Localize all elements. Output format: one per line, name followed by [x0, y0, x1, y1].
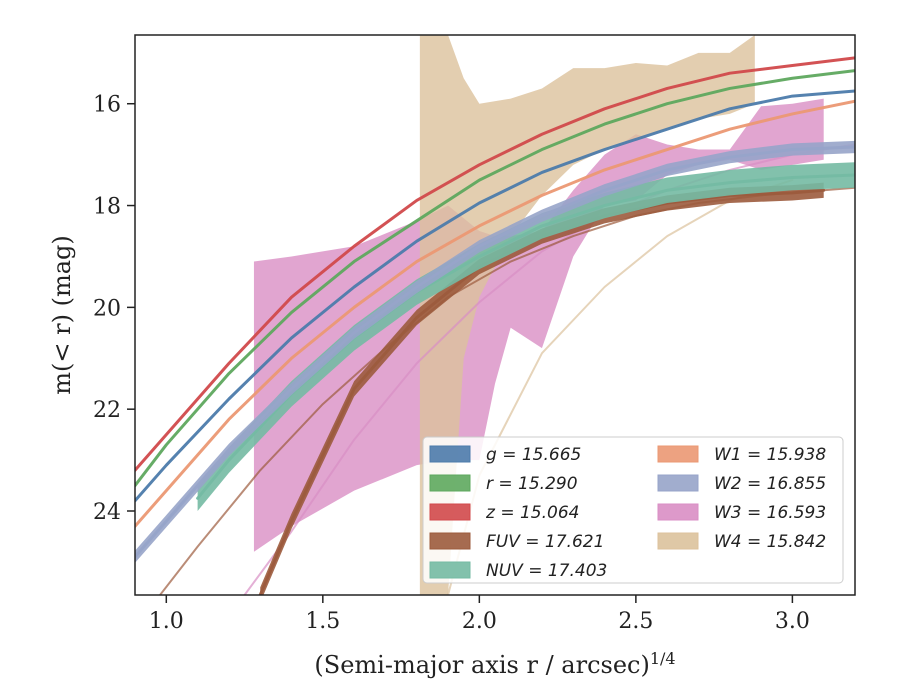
x-tick-label: 2.5: [618, 609, 653, 634]
legend-swatch-w3: [657, 503, 699, 521]
legend: g = 15.665 r = 15.290 z = 15.064 FUV = 17.6…: [422, 436, 844, 584]
legend-swatch-w1: [657, 445, 699, 463]
x-tick-label: 2.0: [462, 609, 497, 634]
legend-label-nuv: NUV = 17.403: [486, 561, 607, 581]
legend-frame: [422, 436, 844, 584]
legend-swatch-g: [429, 445, 471, 463]
legend-swatch-nuv: [429, 561, 471, 579]
legend-swatch-z: [429, 503, 471, 521]
x-axis-label-exponent: 1/4: [650, 649, 676, 668]
x-axis-label: (Semi-major axis r / arcsec)1/4: [314, 649, 675, 679]
legend-label-z: z = 15.064: [485, 503, 579, 523]
x-tick-label: 1.5: [305, 609, 340, 634]
r-line: [135, 69, 855, 488]
legend-label-r: r = 15.290: [486, 474, 578, 494]
y-tick-label: 20: [93, 296, 121, 321]
y-tick-label: 18: [93, 195, 121, 220]
y-tick-label: 24: [93, 500, 121, 525]
y-axis: 16 18 20 22 24: [93, 93, 135, 525]
g-line: [135, 89, 855, 503]
legend-swatch-w4: [657, 532, 699, 550]
legend-label-w2: W2 = 16.855: [714, 474, 826, 494]
y-axis-label: m(< r) (mag): [48, 235, 76, 394]
legend-label-w1: W1 = 15.938: [714, 445, 826, 465]
w4-band: [419, 35, 755, 595]
legend-swatch-r: [429, 474, 471, 492]
legend-swatch-fuv: [429, 532, 471, 550]
legend-label-w4: W4 = 15.842: [714, 532, 826, 552]
x-tick-label: 1.0: [149, 609, 184, 634]
w3-extrapolation-line: [243, 143, 855, 595]
x-tick-label: 3.0: [775, 609, 810, 634]
x-axis: 1.0 1.5 2.0 2.5 3.0: [149, 595, 810, 634]
w2-line: [135, 145, 855, 559]
y-tick-label: 16: [93, 93, 121, 118]
plot-frame: [134, 34, 856, 596]
w1-line: [135, 99, 855, 528]
legend-label-g: g = 15.665: [486, 445, 581, 465]
w3-band: [253, 98, 824, 552]
legend-label-w3: W3 = 16.593: [714, 503, 826, 523]
z-line: [135, 56, 855, 472]
legend-swatch-w2: [657, 474, 699, 492]
legend-label-fuv: FUV = 17.621: [486, 532, 604, 552]
plot-area: [135, 35, 855, 595]
y-tick-label: 22: [93, 398, 121, 423]
